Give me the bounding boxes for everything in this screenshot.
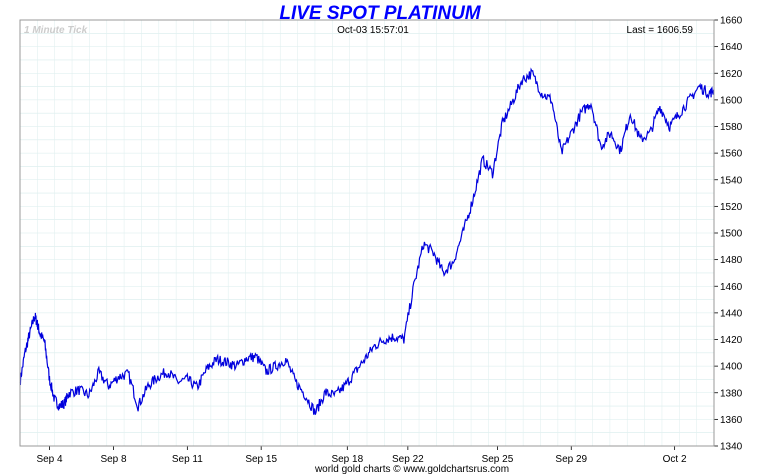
series-line-platinum [19,67,715,415]
x-tick-label: Sep 18 [331,454,363,465]
y-tick-label: 1480 [720,255,743,266]
y-tick-label: 1340 [720,442,743,453]
x-tick-label: Oct 2 [663,454,687,465]
chart-title: LIVE SPOT PLATINUM [279,3,481,24]
y-tick-label: 1640 [720,42,743,53]
x-axis-ticks: Sep 4 Sep 8 Sep 11 Sep 15 Sep 18 Sep 22 Sep 25… [36,446,687,465]
y-tick-label: 1360 [720,415,743,426]
interval-label: 1 Minute Tick [24,25,88,36]
x-tick-label: Sep 25 [482,454,514,465]
y-tick-label: 1500 [720,229,743,240]
x-tick-label: Sep 8 [100,454,127,465]
footer-credit: world gold charts © www.goldchartsrus.co… [314,464,509,475]
y-tick-label: 1560 [720,149,743,160]
y-tick-label: 1420 [720,335,743,346]
x-tick-label: Sep 11 [172,454,203,465]
y-tick-label: 1460 [720,282,743,293]
y-tick-label: 1440 [720,308,743,319]
y-tick-label: 1600 [720,95,743,106]
y-tick-label: 1520 [720,202,743,213]
plot-frame [19,19,715,447]
grid [20,19,714,447]
y-tick-label: 1660 [720,16,743,27]
x-tick-label: Sep 29 [555,454,587,465]
x-tick-label: Sep 4 [36,454,63,465]
last-price-label: Last = 1606.59 [627,25,694,36]
timestamp-label: Oct-03 15:57:01 [337,25,409,36]
y-tick-label: 1580 [720,122,743,133]
x-tick-label: Sep 15 [245,454,277,465]
y-axis-ticks: 1340 1360 1380 1400 1420 1440 1460 1480 1500 1520… [714,16,743,453]
y-tick-label: 1620 [720,69,743,80]
y-tick-label: 1380 [720,388,743,399]
y-tick-label: 1400 [720,362,743,373]
y-tick-label: 1540 [720,175,743,186]
x-tick-label: Sep 22 [392,454,424,465]
